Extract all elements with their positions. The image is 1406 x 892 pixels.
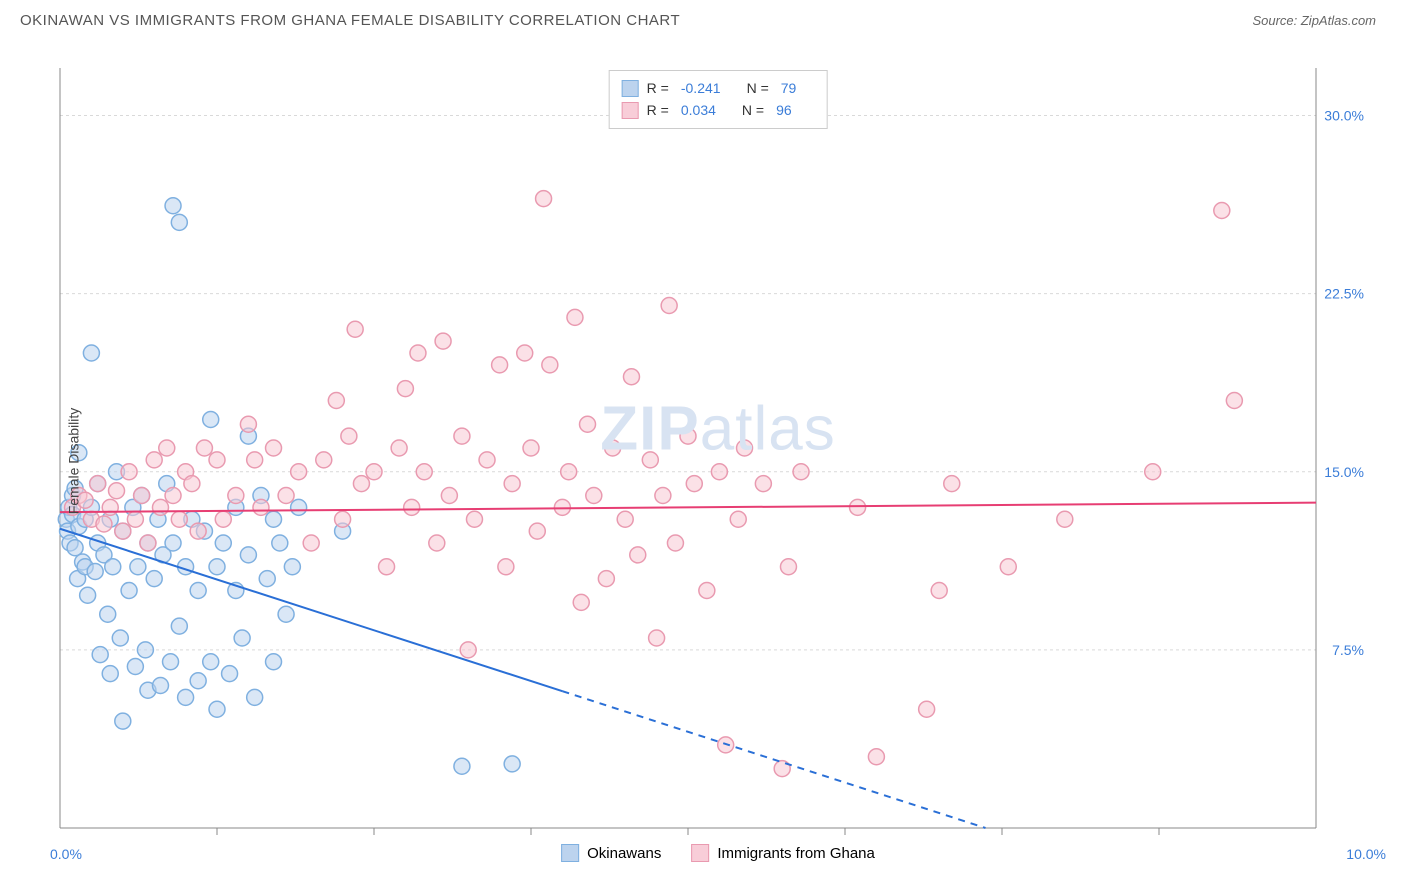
series-legend: Okinawans Immigrants from Ghana: [561, 844, 875, 862]
r-value-okinawans: -0.241: [681, 77, 721, 99]
swatch-pink-icon: [622, 102, 639, 119]
swatch-blue-icon: [561, 844, 579, 862]
r-label: R =: [647, 99, 669, 121]
legend-item-okinawans: Okinawans: [561, 844, 661, 862]
source-attribution: Source: ZipAtlas.com: [1252, 13, 1376, 28]
legend-row-okinawans: R = -0.241 N = 79: [622, 77, 815, 99]
legend-label-okinawans: Okinawans: [587, 845, 661, 862]
n-value-okinawans: 79: [781, 77, 797, 99]
n-label: N =: [747, 77, 769, 99]
scatter-plot: 7.5% 15.0% 22.5% 30.0%: [50, 60, 1386, 862]
swatch-pink-icon: [691, 844, 709, 862]
svg-text:22.5%: 22.5%: [1324, 286, 1364, 302]
r-label: R =: [647, 77, 669, 99]
n-label: N =: [742, 99, 764, 121]
svg-text:7.5%: 7.5%: [1332, 642, 1364, 658]
x-axis-max-label: 10.0%: [1346, 846, 1386, 862]
chart-title: OKINAWAN VS IMMIGRANTS FROM GHANA FEMALE…: [20, 12, 680, 29]
x-axis-min-label: 0.0%: [50, 846, 82, 862]
swatch-blue-icon: [622, 80, 639, 97]
legend-row-ghana: R = 0.034 N = 96: [622, 99, 815, 121]
svg-text:30.0%: 30.0%: [1324, 108, 1364, 124]
correlation-legend: R = -0.241 N = 79 R = 0.034 N = 96: [609, 70, 828, 129]
chart-area: Female Disability ZIPatlas R = -0.241 N …: [50, 60, 1386, 862]
y-axis-label: Female Disability: [65, 408, 81, 515]
svg-text:15.0%: 15.0%: [1324, 464, 1364, 480]
legend-item-ghana: Immigrants from Ghana: [691, 844, 875, 862]
n-value-ghana: 96: [776, 99, 792, 121]
r-value-ghana: 0.034: [681, 99, 716, 121]
legend-label-ghana: Immigrants from Ghana: [717, 845, 875, 862]
